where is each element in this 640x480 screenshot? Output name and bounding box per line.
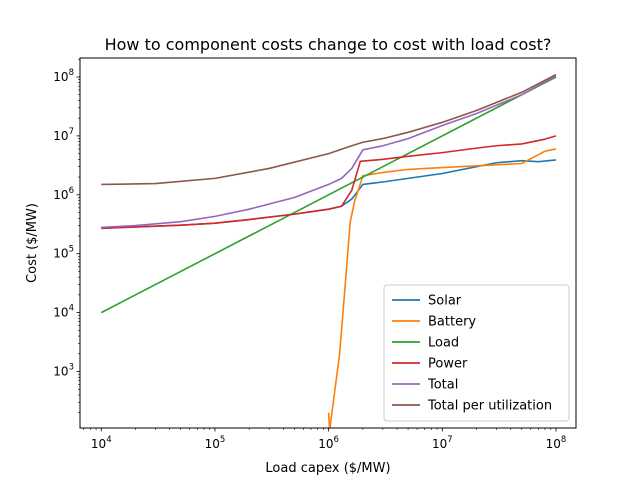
- y-axis: 103 104 105 106 107 108: [53, 58, 80, 414]
- legend-label-battery: Battery: [428, 315, 476, 330]
- legend-label-total: Total: [427, 378, 458, 393]
- x-tick-label: 108: [546, 435, 567, 451]
- x-tick-label: 104: [91, 435, 112, 451]
- y-tick-label: 104: [53, 304, 74, 320]
- series-line-total-per-utilization: [101, 73, 557, 186]
- legend-label-solar: Solar: [428, 294, 462, 309]
- x-tick-label: 105: [205, 435, 226, 451]
- legend-label-power: Power: [428, 357, 468, 372]
- series-line-battery: [327, 148, 557, 428]
- y-tick-label: 107: [53, 127, 74, 143]
- x-tick-label: 107: [432, 435, 453, 451]
- x-axis: 104 105 106 107 108: [83, 428, 567, 451]
- x-axis-label: Load capex ($/MW): [265, 461, 390, 476]
- y-tick-label: 105: [53, 245, 74, 261]
- y-tick-label: 108: [53, 68, 74, 84]
- y-tick-label: 103: [53, 363, 74, 379]
- chart-title: How to component costs change to cost wi…: [105, 35, 552, 54]
- legend-box: [383, 284, 570, 422]
- series-line-total: [101, 75, 557, 229]
- series-line-power: [101, 135, 557, 230]
- legend-label-load: Load: [428, 336, 459, 351]
- y-tick-label: 106: [53, 186, 74, 202]
- legend-label-total-per-utilization: Total per utilization: [427, 399, 552, 414]
- series-layer: [100, 73, 557, 428]
- series-line-load: [100, 76, 557, 314]
- y-axis-label: Cost ($/MW): [25, 203, 40, 283]
- x-tick-label: 106: [318, 435, 339, 451]
- legend: Solar Battery Load Power Total Total per util…: [383, 284, 570, 422]
- plot-frame: [79, 57, 577, 429]
